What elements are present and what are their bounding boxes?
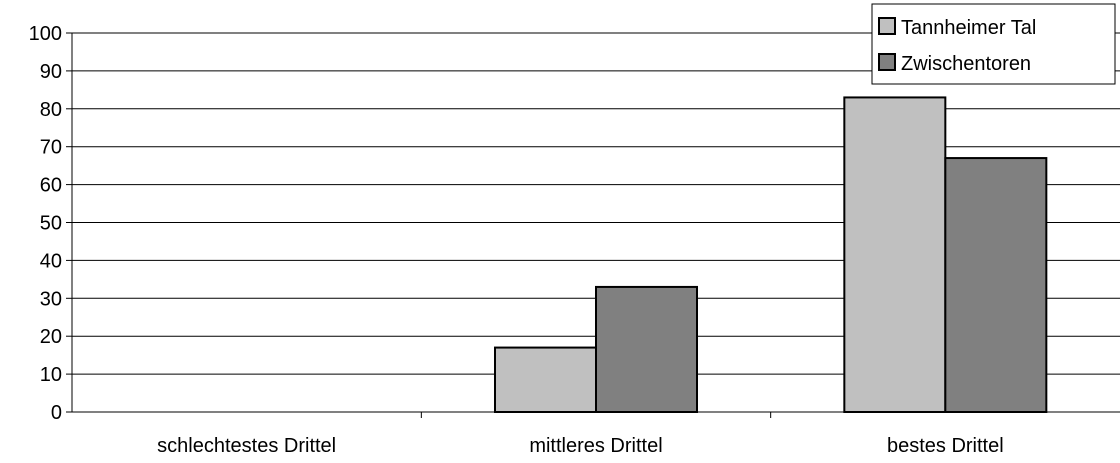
legend-swatch bbox=[878, 53, 896, 71]
y-tick-labels: 0 10 20 30 40 50 60 70 80 90 100 bbox=[29, 23, 62, 424]
y-tick-label: 100 bbox=[29, 23, 62, 45]
legend: Tannheimer Tal Zwischentoren bbox=[871, 3, 1116, 85]
y-tick-label: 0 bbox=[51, 402, 62, 424]
y-tick-label: 60 bbox=[40, 175, 62, 197]
legend-swatch bbox=[878, 17, 896, 35]
bar bbox=[843, 96, 947, 414]
legend-label: Zwischentoren bbox=[901, 53, 1031, 75]
y-tick-label: 20 bbox=[40, 326, 62, 348]
axes bbox=[66, 32, 1120, 418]
bar bbox=[494, 346, 597, 414]
y-tick-label: 80 bbox=[40, 99, 62, 121]
bars bbox=[494, 96, 1048, 414]
x-tick-label: schlechtestes Drittel bbox=[157, 435, 336, 457]
bar bbox=[595, 285, 698, 413]
x-tick-label: bestes Drittel bbox=[887, 435, 1004, 457]
x-tick-labels: schlechtestes Drittel mittleres Drittel be… bbox=[157, 435, 1004, 457]
legend-label: Tannheimer Tal bbox=[901, 17, 1036, 39]
y-tick-label: 10 bbox=[40, 364, 62, 386]
x-tick-label: mittleres Drittel bbox=[529, 435, 662, 457]
y-tick-label: 90 bbox=[40, 61, 62, 83]
bar bbox=[944, 157, 1048, 413]
y-tick-label: 30 bbox=[40, 288, 62, 310]
legend-box bbox=[871, 3, 1116, 85]
y-tick-label: 50 bbox=[40, 213, 62, 235]
y-tick-label: 70 bbox=[40, 137, 62, 159]
y-tick-label: 40 bbox=[40, 250, 62, 272]
